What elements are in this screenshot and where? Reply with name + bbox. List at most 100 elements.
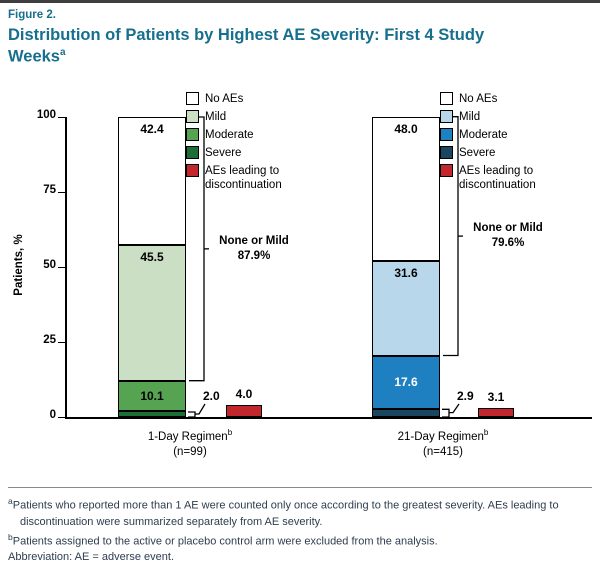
legend-item: AEs leading to discontinuation (440, 164, 590, 192)
y-tick-mark (58, 341, 65, 344)
footnote-b-text: Patients assigned to the active or place… (12, 535, 438, 548)
discontinuation-value-label: 4.0 (235, 387, 253, 402)
bracket-label-value: 79.6% (491, 237, 525, 250)
legend-item: Mild (440, 110, 590, 124)
discontinuation-bar (226, 405, 262, 418)
bracket-label: None or Mild 87.9% (212, 234, 296, 264)
bar-segment-no-aes-1-day-regimen (118, 117, 186, 245)
bracket-label-value: 87.9% (237, 250, 271, 263)
x-category-name: 21-Day Regimenb (363, 425, 523, 445)
legend-label: AEs leading to discontinuation (459, 165, 536, 192)
y-tick-mark (58, 191, 65, 194)
footnote-abbreviation-text: Abbreviation: AE = adverse event. (8, 551, 175, 564)
x-category-superscript: b (227, 428, 233, 438)
x-category-n: (n=415) (423, 446, 463, 459)
legend-swatch (186, 128, 199, 142)
legend-item: Moderate (440, 128, 590, 142)
legend: No AEs Mild Moderate Severe AEs leading to d… (186, 92, 336, 196)
y-tick-label: 100 (36, 109, 56, 122)
legend-swatch (186, 164, 199, 178)
x-category-name: 1-Day Regimenb (110, 425, 270, 445)
footnotes: aPatients who reported more than 1 AE we… (8, 487, 592, 565)
y-tick-mark (58, 416, 65, 419)
bar-value-label: 45.5 (140, 249, 164, 264)
severe-callout-label: 2.9 (457, 389, 474, 404)
severe-callout-connector (449, 404, 460, 414)
bar-value-label: 42.4 (140, 122, 164, 137)
y-tick-label: 50 (43, 259, 56, 272)
footnote-b-superscript: b (8, 532, 13, 543)
bracket-label-text: None or Mild (473, 222, 543, 235)
bracket-label-text: None or Mild (219, 235, 289, 248)
bar-value-label: 10.1 (140, 389, 164, 404)
footnote-a-text: Patients who reported more than 1 AE wer… (12, 500, 559, 528)
bar-segment-mild-1-day-regimen (118, 244, 186, 382)
severe-callout-connector (195, 404, 206, 416)
figure-title-superscript: a (59, 47, 66, 59)
legend-label: No AEs (459, 93, 498, 106)
bar-value-label: 31.6 (394, 266, 418, 281)
y-tick-label: 0 (49, 409, 56, 422)
legend-label: Severe (205, 147, 242, 160)
bar-value-label: 17.6 (394, 375, 418, 390)
discontinuation-bar (478, 408, 514, 418)
y-tick-mark (58, 116, 65, 119)
figure-title-line2: Weeks (8, 47, 60, 66)
legend-label: Mild (459, 111, 481, 124)
bar-segment-moderate-1-day-regimen (118, 381, 186, 412)
x-category-superscript: b (483, 428, 489, 438)
x-category-name-text: 1-Day Regimen (147, 431, 228, 444)
legend-swatch (440, 92, 453, 106)
legend-item: AEs leading to discontinuation (186, 164, 336, 192)
legend-item: No AEs (186, 92, 336, 106)
legend-swatch (186, 92, 199, 106)
legend-swatch (186, 110, 199, 124)
discontinuation-value-label: 3.1 (487, 390, 505, 405)
y-axis-line (65, 117, 67, 418)
x-category-name-text: 21-Day Regimen (397, 431, 484, 444)
y-axis-title: Patients, % (13, 234, 25, 297)
bracket-label: None or Mild 79.6% (466, 221, 550, 251)
legend-label: AEs leading to discontinuation (205, 165, 282, 192)
legend-swatch (186, 146, 199, 160)
legend-item: No AEs (440, 92, 590, 106)
bar-value-label: 48.0 (394, 122, 418, 137)
x-axis-line (65, 417, 592, 419)
x-category-label: 1-Day Regimenb (n=99) (110, 425, 270, 460)
footnote-b: bPatients assigned to the active or plac… (8, 530, 592, 550)
footnote-a-superscript: a (8, 496, 13, 507)
legend-label: Mild (205, 111, 227, 124)
legend-swatch (440, 164, 453, 178)
x-category-n: (n=99) (173, 446, 207, 459)
figure-title-line1: Distribution of Patients by Highest AE S… (8, 26, 485, 44)
legend-item: Severe (186, 146, 336, 160)
legend-label: Moderate (205, 129, 254, 142)
severe-callout-bracket (442, 409, 450, 419)
legend-label: No AEs (205, 93, 244, 106)
figure-title: Distribution of Patients by Highest AE S… (8, 25, 583, 68)
legend-item: Mild (186, 110, 336, 124)
bar-segment-no-aes-21-day-regimen (372, 117, 440, 262)
bar-segment-mild-21-day-regimen (372, 261, 440, 356)
legend-item: Moderate (186, 128, 336, 142)
legend-swatch (440, 110, 453, 124)
legend-swatch (440, 146, 453, 160)
y-tick-label: 25 (43, 334, 56, 347)
bar-segment-moderate-21-day-regimen (372, 355, 440, 409)
footnote-divider (8, 487, 592, 489)
x-category-label: 21-Day Regimenb (n=415) (363, 425, 523, 460)
figure-label: Figure 2. (8, 9, 56, 21)
legend-label: Moderate (459, 129, 508, 142)
bar-segment-severe-21-day-regimen (372, 408, 440, 418)
y-tick-label: 75 (43, 184, 56, 197)
legend-swatch (440, 128, 453, 142)
y-tick-mark (58, 266, 65, 269)
stacked-bar-chart: 0 25 50 75 100 Patients, % 10.1 45.5 42.4 2.0 None… (8, 82, 592, 467)
legend-item: Severe (440, 146, 590, 160)
footnote-a: aPatients who reported more than 1 AE we… (8, 494, 592, 530)
bar-segment-severe-1-day-regimen (118, 411, 186, 418)
legend: No AEs Mild Moderate Severe AEs leading to d… (440, 92, 590, 196)
legend-label: Severe (459, 147, 496, 160)
severe-callout-label: 2.0 (203, 389, 220, 404)
